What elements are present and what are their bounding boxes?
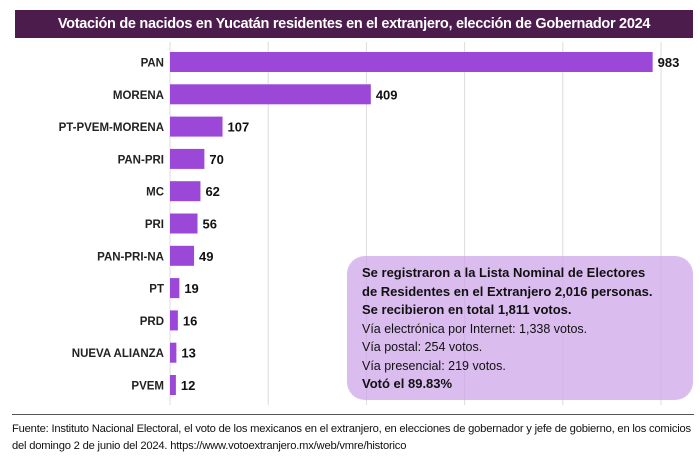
source-note: Fuente: Instituto Nacional Electoral, el… bbox=[12, 423, 691, 452]
category-label: PRI bbox=[145, 219, 164, 231]
info-line: Vía postal: 254 votos. bbox=[362, 340, 483, 354]
data-label: 12 bbox=[181, 378, 195, 393]
data-label: 70 bbox=[209, 152, 223, 167]
bar bbox=[170, 245, 195, 266]
bar bbox=[170, 116, 223, 137]
divider bbox=[12, 414, 694, 415]
bar bbox=[170, 213, 198, 234]
bar bbox=[170, 278, 180, 299]
data-label: 62 bbox=[205, 184, 219, 199]
category-label: NUEVA ALIANZA bbox=[72, 348, 164, 360]
data-label: 13 bbox=[181, 346, 195, 361]
bar-chart: PAN 983 MORENA 409 PT-PVEM-MORENA 107 PAN-PRI 7… bbox=[59, 42, 680, 405]
category-label: PAN-PRI-NA bbox=[97, 251, 164, 263]
info-box: Se registraron a la Lista Nominal de Ele… bbox=[347, 256, 693, 400]
category-label: MORENA bbox=[113, 90, 164, 102]
info-line: Se recibieron en total 1,811 votos. bbox=[362, 302, 572, 317]
bar bbox=[170, 148, 205, 169]
category-label: PT-PVEM-MORENA bbox=[59, 122, 164, 134]
category-label: MC bbox=[146, 187, 164, 199]
data-label: 56 bbox=[202, 217, 216, 232]
category-label: PVEM bbox=[131, 381, 164, 393]
info-line: Se registraron a la Lista Nominal de Ele… bbox=[362, 265, 646, 280]
data-label: 409 bbox=[376, 87, 398, 102]
category-label: PAN bbox=[141, 58, 164, 70]
bar bbox=[170, 342, 177, 363]
info-line: Vía electrónica por Internet: 1,338 voto… bbox=[362, 321, 588, 336]
data-label: 983 bbox=[658, 55, 680, 70]
bar bbox=[170, 310, 178, 331]
data-label: 16 bbox=[183, 313, 197, 328]
data-label: 107 bbox=[228, 120, 250, 135]
chart-title: Votación de nacidos en Yucatán residente… bbox=[15, 10, 693, 38]
bar bbox=[170, 52, 653, 72]
bar bbox=[170, 181, 201, 202]
bar bbox=[170, 84, 371, 105]
info-line: Vía presencial: 219 votos. bbox=[362, 358, 506, 373]
bar bbox=[170, 375, 176, 395]
category-label: PAN-PRI bbox=[118, 154, 164, 166]
category-label: PRD bbox=[140, 316, 164, 328]
category-label: PT bbox=[149, 284, 164, 296]
info-line: de Residentes en el Extranjero 2,016 per… bbox=[362, 283, 653, 299]
data-label: 49 bbox=[199, 249, 213, 264]
data-label: 19 bbox=[184, 281, 198, 296]
info-turnout: Votó el 89.83% bbox=[362, 376, 453, 391]
